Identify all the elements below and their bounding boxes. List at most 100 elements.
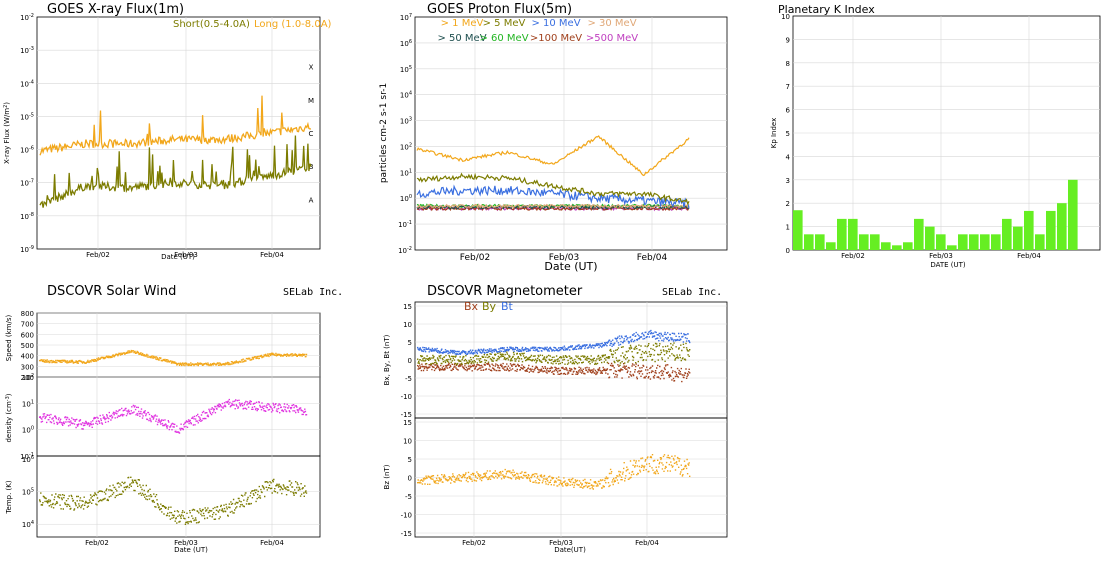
wind-title: DSCOVR Solar Wind [47, 284, 176, 299]
wind-temp-tick: 104 [22, 520, 34, 529]
mag-bot-tick: -10 [401, 512, 412, 520]
wind-xtick-label: Feb/03 [174, 539, 198, 547]
wind-density-tick: 102 [22, 373, 34, 382]
mag-bot-tick: 10 [403, 438, 412, 446]
wind-speed-tick: 200 [21, 374, 34, 382]
proton-plot-frame [414, 16, 728, 251]
proton-series-line [416, 135, 690, 177]
proton-ytick-label: 104 [400, 91, 412, 100]
wind-chart: DSCOVR Solar Wind SELab Inc. 800 700 600 50… [5, 284, 343, 554]
proton-xtick-label: Feb/03 [549, 253, 579, 263]
kp-bar [1035, 234, 1045, 250]
kp-bar [1068, 179, 1078, 250]
mag-top-tick: -15 [401, 411, 412, 419]
wind-speed-tick: 800 [21, 310, 34, 318]
kp-bar [1013, 226, 1023, 250]
xray-ytick-label: 10-4 [20, 79, 34, 88]
xray-chart: GOES X-ray Flux(1m) 10-2 10-3 10-4 10-5 10-6… [3, 2, 332, 261]
xray-class-label: X [309, 64, 314, 72]
mag-legend-by: By [482, 300, 497, 313]
proton-series-line [416, 203, 690, 209]
kp-bar [936, 234, 946, 250]
xray-ytick-label: 10-9 [20, 245, 34, 254]
kp-ytick-label: 7 [786, 83, 790, 91]
kp-bar [958, 234, 968, 250]
wind-panel-frame [36, 376, 321, 457]
kp-xtick-label: Feb/02 [841, 252, 865, 260]
mag-top-tick: 15 [403, 303, 412, 311]
proton-ytick-label: 10-1 [398, 220, 412, 229]
proton-legend-entry: >500 MeV [586, 33, 638, 44]
kp-ytick-label: 8 [786, 60, 790, 68]
mag-title: DSCOVR Magnetometer [427, 284, 583, 299]
proton-ytick-label: 106 [400, 39, 412, 48]
wind-xtick-label: Feb/04 [260, 539, 284, 547]
xray-class-label: A [309, 196, 314, 204]
kp-ytick-label: 0 [786, 247, 790, 255]
kp-ytick-label: 3 [786, 177, 790, 185]
xray-class-label: C [309, 130, 314, 138]
proton-series-line [416, 184, 690, 209]
xray-chart-panel: GOES X-ray Flux(1m) 10-2 10-3 10-4 10-5 10-6… [0, 0, 340, 262]
kp-xtick-label: Feb/03 [929, 252, 953, 260]
kp-bar [1046, 210, 1056, 250]
kp-bar [815, 234, 825, 250]
wind-panel-frame [36, 455, 321, 538]
mag-bz-points [417, 454, 691, 490]
xray-legend-long: Long (1.0-8.0A) [254, 19, 332, 30]
kp-bar [1002, 218, 1012, 250]
xray-short-series [39, 135, 312, 208]
wind-density-tick: 100 [22, 426, 34, 435]
wind-temp-tick: 105 [22, 488, 34, 497]
mag-bot-tick: 5 [408, 456, 412, 464]
mag-xtick-label: Feb/03 [549, 539, 573, 547]
proton-title: GOES Proton Flux(5m) [427, 2, 572, 17]
proton-legend-entry: > 50 MeV [437, 33, 486, 44]
wind-density-tick: 101 [22, 399, 34, 408]
wind-speed-points [39, 349, 308, 367]
xray-xtick-label: Feb/04 [260, 251, 284, 259]
mag-top-tick: 5 [408, 339, 412, 347]
xray-xtick-label: Feb/03 [174, 251, 198, 259]
kp-ytick-label: 2 [786, 200, 790, 208]
proton-chart: GOES Proton Flux(5m) 107 106 105 104 103 102 1… [379, 2, 728, 273]
kp-chart-panel: Planetary K Index 0 1 2 3 4 5 6 7 8 9 10 Feb/02 Feb… [768, 0, 1110, 270]
proton-ytick-label: 103 [400, 117, 412, 126]
wind-speed-tick: 600 [21, 331, 34, 339]
proton-ytick-label: 101 [400, 168, 412, 177]
kp-ytick-label: 1 [786, 224, 790, 232]
wind-brand: SELab Inc. [283, 287, 343, 298]
xray-ytick-label: 10-5 [20, 112, 34, 121]
kp-bar [793, 210, 803, 250]
kp-bar [903, 242, 913, 250]
proton-ytick-label: 10-2 [398, 246, 412, 255]
wind-speed-tick: 300 [21, 363, 34, 371]
wind-speed-tick: 400 [21, 353, 34, 361]
mag-bot-tick: 0 [408, 475, 412, 483]
mag-bot-tick: -5 [405, 493, 412, 501]
kp-ytick-label: 4 [786, 153, 791, 161]
mag-top-tick: -10 [401, 393, 412, 401]
proton-ytick-label: 102 [400, 142, 412, 151]
proton-legend-entry: > 60 MeV [479, 33, 528, 44]
proton-xlabel: Date (UT) [544, 260, 597, 273]
wind-xtick-label: Feb/02 [85, 539, 109, 547]
wind-xlabel: Date (UT) [174, 546, 208, 554]
proton-xtick-label: Feb/04 [637, 253, 668, 263]
mag-brand: SELab Inc. [662, 287, 722, 298]
kp-ytick-label: 10 [781, 13, 790, 21]
xray-xtick-label: Feb/02 [86, 251, 110, 259]
wind-density-points [39, 398, 308, 434]
mag-legend-bt: Bt [501, 300, 514, 313]
kp-bar [870, 234, 880, 250]
kp-bar [837, 218, 847, 250]
mag-top-tick: -5 [405, 375, 412, 383]
kp-bar [991, 234, 1001, 250]
mag-by-points [417, 342, 691, 366]
wind-speed-tick: 700 [21, 321, 34, 329]
kp-bar [881, 242, 891, 250]
mag-xtick-label: Feb/02 [462, 539, 486, 547]
xray-legend-short: Short(0.5-4.0A) [173, 19, 250, 30]
wind-density-tick: 10-1 [20, 452, 34, 461]
proton-chart-panel: GOES Proton Flux(5m) 107 106 105 104 103 102 1… [372, 0, 732, 275]
